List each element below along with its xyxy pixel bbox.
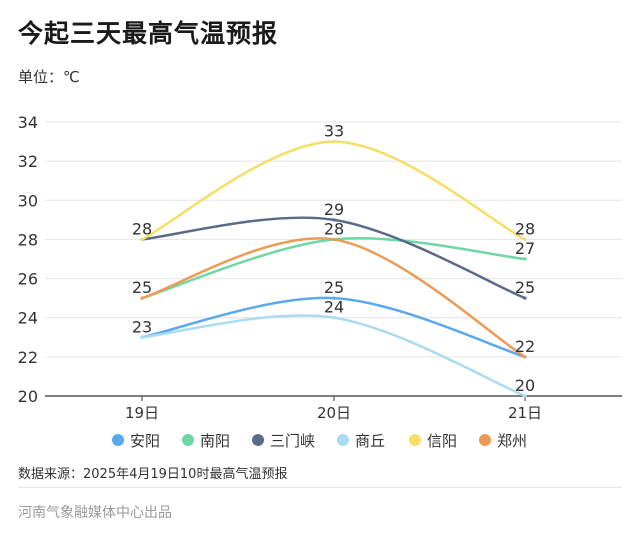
data-source-note: 数据来源：2025年4月19日10时最高气温预报	[18, 467, 288, 482]
x-tick-label: 19日	[125, 404, 159, 422]
y-axis: 20 22 24 26 28 30 32 34	[18, 113, 38, 406]
data-label: 25	[515, 278, 535, 297]
data-point	[332, 316, 336, 320]
data-point	[140, 296, 144, 300]
series-lines	[140, 139, 527, 398]
legend-marker	[252, 434, 264, 446]
y-tick-label: 28	[18, 230, 38, 249]
legend-item: 信阳	[409, 432, 457, 450]
data-point	[523, 237, 527, 242]
legend-label: 信阳	[427, 432, 457, 450]
data-point	[332, 237, 336, 242]
legend-marker	[182, 434, 194, 446]
data-label: 25	[324, 278, 344, 297]
data-label: 20	[515, 376, 535, 395]
legend-label: 安阳	[130, 432, 160, 450]
data-label: 24	[324, 298, 344, 317]
y-tick-label: 24	[18, 309, 38, 328]
unit-label: 单位：℃	[18, 68, 80, 86]
y-tick-label: 20	[18, 387, 38, 406]
legend-item: 南阳	[182, 432, 230, 450]
x-tick-label: 20日	[317, 404, 351, 422]
legend-item: 郑州	[479, 432, 527, 450]
data-label: 33	[324, 122, 344, 141]
legend-item: 商丘	[337, 432, 385, 450]
series-line-4	[140, 314, 527, 398]
legend-label: 郑州	[497, 432, 527, 450]
y-tick-label: 34	[18, 113, 38, 132]
chart-title: 今起三天最高气温预报	[18, 19, 279, 48]
legend-label: 南阳	[200, 432, 230, 450]
data-point	[140, 335, 144, 339]
data-point	[140, 237, 144, 242]
legend-label: 商丘	[355, 432, 385, 450]
legend-item: 三门峡	[252, 432, 315, 450]
y-tick-label: 22	[18, 348, 38, 367]
data-label: 23	[132, 317, 152, 336]
data-label: 28	[515, 219, 535, 238]
legend-item: 安阳	[112, 432, 160, 450]
legend-marker	[337, 434, 349, 446]
data-point	[523, 394, 527, 398]
data-point	[523, 257, 527, 261]
y-tick-label: 32	[18, 152, 38, 171]
footer-credit: 河南气象融媒体中心出品	[18, 505, 172, 521]
y-tick-label: 30	[18, 191, 38, 210]
data-point	[332, 218, 336, 222]
x-axis: 19日 20日 21日	[125, 396, 542, 422]
data-label: 27	[515, 239, 535, 258]
x-tick-label: 21日	[508, 404, 542, 422]
data-point	[332, 139, 336, 144]
data-label: 22	[515, 337, 535, 356]
legend-marker	[409, 434, 421, 446]
legend-marker	[112, 434, 124, 446]
data-label: 25	[132, 278, 152, 297]
grid-lines	[45, 121, 622, 397]
legend: 安阳 南阳 三门峡 商丘 信阳 郑州	[112, 432, 527, 450]
data-label: 28	[324, 219, 344, 238]
data-point	[523, 296, 527, 300]
y-tick-label: 26	[18, 270, 38, 289]
divider	[18, 487, 622, 488]
data-point	[332, 296, 336, 300]
legend-marker	[479, 434, 491, 446]
legend-label: 三门峡	[270, 432, 315, 450]
data-label: 28	[132, 219, 152, 238]
data-label: 29	[324, 200, 344, 219]
data-point	[523, 355, 527, 359]
